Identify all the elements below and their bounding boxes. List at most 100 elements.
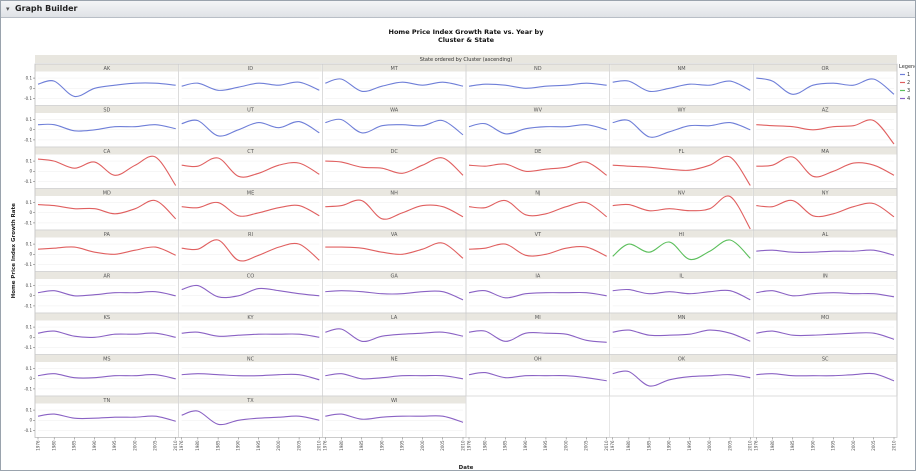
panel-strip-wy: [610, 106, 753, 113]
series-line-me: [181, 201, 320, 217]
y-tick-label: 0: [29, 127, 32, 132]
panel-label-id: ID: [248, 66, 253, 72]
panel-strip-mo: [753, 313, 897, 321]
series-line-wa: [325, 118, 464, 136]
series-line-nd: [468, 82, 607, 89]
panel-label-co: CO: [247, 274, 254, 280]
panel-label-ok: OK: [678, 357, 686, 363]
panel-label-wv: WV: [534, 108, 543, 114]
panel-label-il: IL: [679, 274, 683, 280]
y-tick-label: 0.1: [26, 407, 33, 412]
panel-strip-al: [753, 230, 897, 238]
legend-title: Legend: [899, 64, 915, 70]
x-tick-label: 2005: [727, 440, 732, 451]
panel-label-mt: MT: [390, 66, 398, 72]
panel-label-va: VA: [391, 232, 398, 238]
panel-label-nv: NV: [678, 191, 686, 197]
series-line-pa: [37, 246, 176, 256]
x-tick-label: 1990: [523, 440, 528, 451]
y-tick-label: 0: [29, 210, 32, 215]
panel-label-nc: NC: [247, 357, 255, 363]
panel-strip-ok: [610, 355, 753, 362]
panel-label-wy: WY: [678, 108, 687, 114]
x-tick-label: 1990: [236, 440, 241, 451]
series-line-co: [181, 284, 320, 299]
panel-label-nh: NH: [390, 191, 398, 197]
x-tick-label: 2005: [584, 440, 589, 451]
panel-label-me: ME: [247, 191, 254, 197]
x-tick-label: 1990: [92, 440, 97, 451]
panel-label-tn: TN: [102, 398, 110, 404]
panel-strip-nd: [466, 64, 610, 72]
series-line-ia: [468, 289, 607, 299]
x-tick-label: 1980: [770, 440, 775, 451]
series-line-la: [325, 328, 464, 343]
x-tick-label: 1995: [543, 440, 548, 451]
series-line-fl: [612, 155, 751, 186]
x-tick-label: 1985: [359, 440, 364, 451]
x-tick-label: 1985: [503, 440, 508, 451]
panel-strip-id: [179, 64, 322, 72]
y-tick-label: 0.1: [26, 75, 33, 80]
y-tick-label: 0.1: [26, 366, 33, 371]
y-tick-label: 0: [29, 293, 32, 298]
panel-strip-dc: [322, 147, 466, 155]
panel-label-mi: MI: [535, 315, 541, 321]
panel-label-or: OR: [821, 66, 829, 72]
panel-strip-la: [322, 313, 466, 321]
series-line-va: [325, 242, 464, 259]
x-tick-label: 1985: [646, 440, 651, 451]
x-tick-label: 2000: [132, 440, 137, 451]
panel-label-ks: KS: [104, 315, 110, 321]
series-line-or: [756, 77, 895, 95]
x-tick-label: 1976: [466, 440, 471, 451]
collapse-triangle-icon[interactable]: ▾: [6, 5, 10, 13]
panel-strip-ne: [322, 355, 466, 362]
panel-strip-pa: [35, 230, 179, 238]
x-tick-label: 2005: [153, 440, 158, 451]
y-tick-label: -0.1: [24, 428, 32, 433]
window-titlebar[interactable]: ▾ Graph Builder: [1, 1, 915, 18]
x-tick-label: 1990: [667, 440, 672, 451]
x-tick-label: 1976: [35, 440, 40, 451]
series-line-ca: [37, 155, 177, 186]
panel-strip-mi: [466, 313, 610, 321]
panel-label-ky: KY: [247, 315, 254, 321]
x-tick-label: 2010: [173, 440, 178, 451]
series-line-ri: [181, 239, 320, 262]
series-line-mi: [468, 330, 607, 343]
x-tick-label: 1990: [810, 440, 815, 451]
y-tick-label: 0: [29, 335, 32, 340]
empty-panel: [609, 395, 754, 438]
panel-strip-nh: [322, 189, 466, 196]
legend-entry-3: 3: [907, 88, 910, 94]
panel-label-vt: VT: [535, 232, 542, 238]
series-line-sc: [756, 372, 895, 382]
x-tick-label: 1995: [256, 440, 261, 451]
panel-label-ga: GA: [391, 274, 399, 280]
legend-entry-1: 1: [907, 72, 910, 78]
panel-strip-sd: [35, 106, 179, 113]
series-line-mt: [325, 78, 464, 93]
x-tick-label: 2010: [891, 440, 896, 451]
panel-label-sc: SC: [822, 357, 829, 363]
x-tick-label: 1980: [195, 440, 200, 451]
series-line-md: [37, 199, 177, 220]
y-tick-label: -0.1: [24, 96, 32, 101]
panel-strip-co: [179, 272, 322, 279]
series-line-mn: [612, 329, 751, 342]
panel-label-ms: MS: [103, 357, 111, 363]
y-axis-label: Home Price Index Growth Rate: [11, 203, 17, 299]
panel-strip-ca: [35, 147, 179, 155]
panel-label-de: DE: [534, 149, 541, 155]
panel-label-ia: IA: [535, 274, 540, 280]
panel-strip-oh: [466, 355, 610, 362]
panel-strip-ak: [35, 64, 179, 72]
series-line-ar: [37, 290, 176, 297]
legend-entry-4: 4: [907, 96, 910, 102]
x-tick-label: 1976: [179, 440, 184, 451]
series-line-oh: [468, 371, 607, 382]
panel-strip-wa: [322, 106, 466, 113]
panel-strip-nv: [610, 189, 753, 196]
panel-strip-ms: [35, 355, 179, 362]
